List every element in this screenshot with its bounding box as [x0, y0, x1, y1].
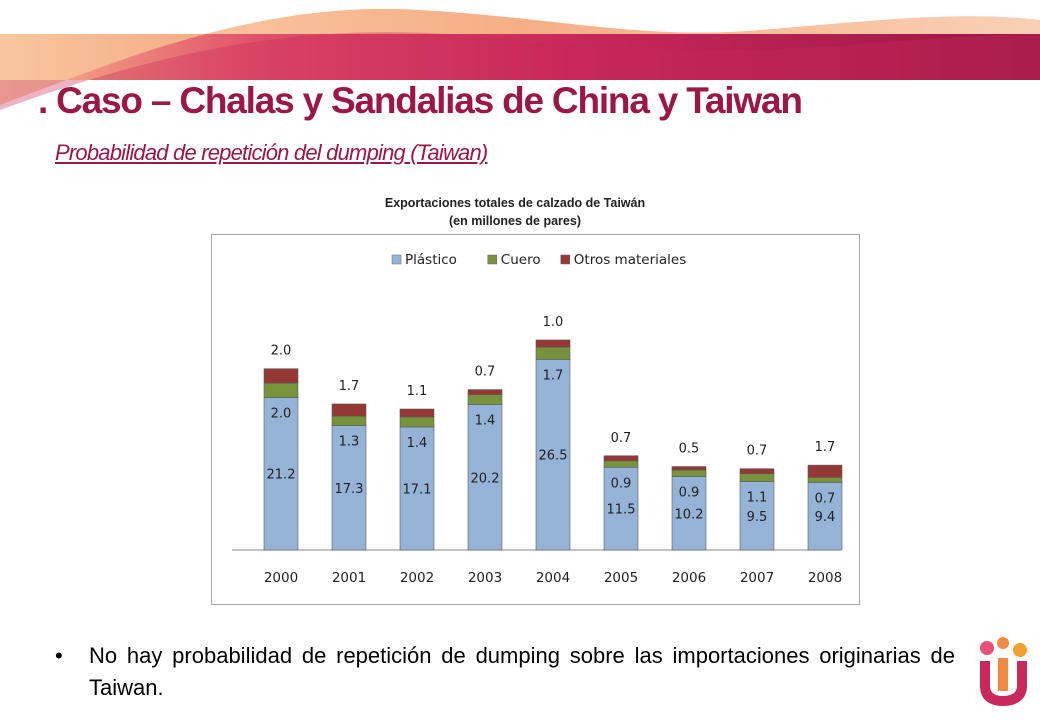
data-label-2006-0: 10.2 [675, 507, 704, 522]
bar-2006-0 [671, 476, 707, 551]
data-label-2002-2: 1.1 [407, 384, 428, 399]
bar-2000-2 [263, 368, 299, 384]
bar-2003-0 [467, 404, 503, 551]
chart-title: Exportaciones totales de calzado de Taiw… [384, 196, 646, 210]
bar-2008-0 [807, 482, 843, 551]
brand-logo [980, 637, 1027, 706]
data-label-2000-1: 2.0 [271, 406, 292, 421]
bar-2000-1 [263, 382, 299, 398]
bar-2005-2 [603, 455, 639, 462]
data-label-2004-0: 26.5 [539, 449, 568, 464]
bar-2008-2 [807, 464, 843, 478]
legend-swatch-0 [391, 254, 402, 265]
legend-label-0: Plástico [405, 252, 457, 268]
data-label-2003-2: 0.7 [475, 365, 496, 380]
bar-2002-1 [399, 416, 435, 428]
x-tick-label-2001: 2001 [332, 570, 366, 586]
data-label-2005-0: 11.5 [607, 503, 636, 518]
legend-label-1: Cuero [501, 252, 541, 268]
data-label-2006-2: 0.5 [679, 442, 700, 457]
x-tick-label-2004: 2004 [536, 570, 570, 586]
data-label-2007-2: 0.7 [747, 444, 768, 459]
data-label-2001-2: 1.7 [339, 379, 360, 394]
data-label-2001-0: 17.3 [335, 482, 364, 497]
bar-2004-1 [535, 346, 571, 360]
chart-subtitle: (en millones de pares) [449, 214, 581, 228]
bar-2003-2 [467, 389, 503, 395]
bar-2003-1 [467, 394, 503, 405]
bar-2005-0 [603, 466, 639, 551]
bar-2001-2 [331, 403, 367, 417]
bar-2002-0 [399, 426, 435, 551]
bar-2006-2 [671, 466, 707, 471]
data-label-2008-2: 1.7 [815, 440, 836, 455]
data-label-2005-2: 0.7 [611, 431, 632, 446]
bullet-icon: • [55, 643, 63, 668]
slide-subtitle: Probabilidad de repetición del dumping (… [55, 140, 488, 165]
data-label-2001-1: 1.3 [339, 435, 360, 450]
legend-label-2: Otros materiales [574, 252, 686, 268]
data-label-2006-1: 0.9 [679, 486, 700, 501]
bar-2005-1 [603, 460, 639, 468]
header-banner [0, 8, 1040, 110]
x-tick-label-2002: 2002 [400, 570, 434, 586]
bullet-item: • No hay probabilidad de repetición de d… [55, 640, 955, 704]
x-tick-label-2008: 2008 [808, 570, 842, 586]
bar-2007-1 [739, 473, 775, 482]
bar-2007-2 [739, 468, 775, 475]
data-label-2007-0: 9.5 [747, 510, 768, 525]
bar-2004-2 [535, 339, 571, 348]
x-tick-label-2006: 2006 [672, 570, 706, 586]
bar-2001-1 [331, 415, 367, 426]
data-label-2007-1: 1.1 [747, 491, 768, 506]
bar-2004-0 [535, 359, 571, 551]
data-label-2000-0: 21.2 [267, 468, 296, 483]
data-label-2004-2: 1.0 [543, 315, 564, 330]
stacked-bar-chart: Plástico Cuero Otros materiales 21.2 2.0 2.0 2… [232, 252, 843, 586]
bullet-text: No hay probabilidad de repetición de dum… [89, 643, 955, 700]
data-label-2003-1: 1.4 [475, 414, 496, 429]
bar-2002-2 [399, 408, 435, 418]
legend-swatch-2 [560, 254, 571, 265]
x-tick-label-2007: 2007 [740, 570, 774, 586]
data-label-2008-0: 9.4 [815, 510, 836, 525]
x-tick-label-2003: 2003 [468, 570, 502, 586]
bar-2008-1 [807, 477, 843, 483]
data-label-2005-1: 0.9 [611, 476, 632, 491]
x-tick-label-2005: 2005 [604, 570, 638, 586]
legend-swatch-1 [487, 254, 498, 265]
bar-2000-0 [263, 397, 299, 551]
chart-title-block: Exportaciones totales de calzado de Taiw… [300, 194, 730, 230]
data-label-2004-1: 1.7 [543, 368, 564, 383]
bar-2007-0 [739, 481, 775, 551]
data-label-2000-2: 2.0 [271, 344, 292, 359]
slide-title: . Caso – Chalas y Sandalias de China y T… [38, 80, 803, 121]
data-label-2002-1: 1.4 [407, 436, 428, 451]
data-label-2003-0: 20.2 [471, 471, 500, 486]
chart-frame: Plástico Cuero Otros materiales 21.2 2.0 2.0 2… [211, 234, 860, 605]
data-label-2002-0: 17.1 [403, 482, 432, 497]
x-tick-label-2000: 2000 [264, 570, 298, 586]
data-label-2008-1: 0.7 [815, 491, 836, 506]
bar-2006-1 [671, 469, 707, 477]
